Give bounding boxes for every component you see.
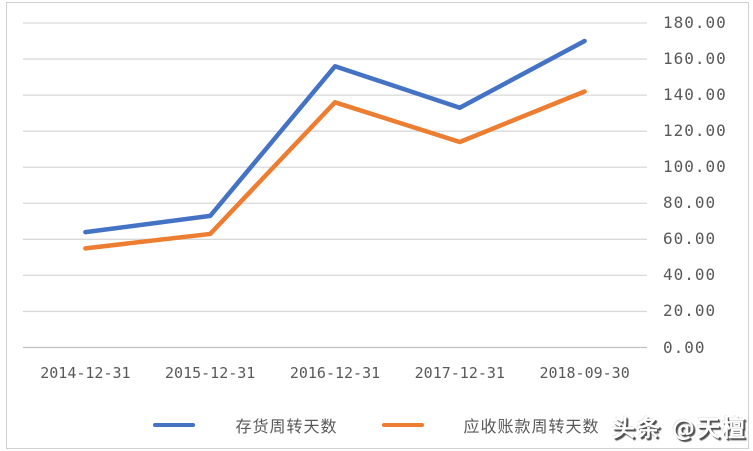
watermark: 头条 @天檀	[611, 416, 747, 442]
legend-label-receivable-days: 应收账款周转天数	[463, 417, 600, 436]
x-tick-label: 2018-09-30	[539, 364, 630, 382]
series-line-inventory-days	[83, 38, 587, 235]
y-tick-label: 140.00	[663, 85, 727, 105]
y-tick-label: 160.00	[663, 49, 727, 69]
x-tick-label: 2016-12-31	[289, 364, 381, 382]
legend-label-inventory-days: 存货周转天数	[235, 417, 338, 436]
legend-item-inventory-days: 存货周转天数	[153, 413, 337, 437]
legend-line-swatch-orange	[381, 422, 424, 428]
series-line-receivable-days	[83, 89, 587, 251]
y-tick-label: 120.00	[663, 121, 727, 141]
legend-item-receivable-days: 应收账款周转天数	[381, 413, 600, 437]
x-tick-label: 2017-12-31	[414, 364, 505, 382]
y-tick-label: 60.00	[663, 229, 717, 249]
y-tick-label: 40.00	[663, 265, 717, 285]
legend-line-swatch-blue	[153, 422, 196, 428]
y-tick-label: 180.00	[663, 13, 727, 32]
x-tick-label: 2014-12-31	[40, 364, 131, 382]
y-tick-label: 20.00	[663, 301, 717, 321]
y-tick-label: 0.00	[663, 337, 706, 357]
legend: 存货周转天数 应收账款周转天数	[0, 413, 753, 437]
x-tick-label: 2015-12-31	[165, 364, 256, 382]
y-tick-label: 100.00	[663, 157, 727, 177]
y-tick-label: 80.00	[663, 193, 717, 213]
